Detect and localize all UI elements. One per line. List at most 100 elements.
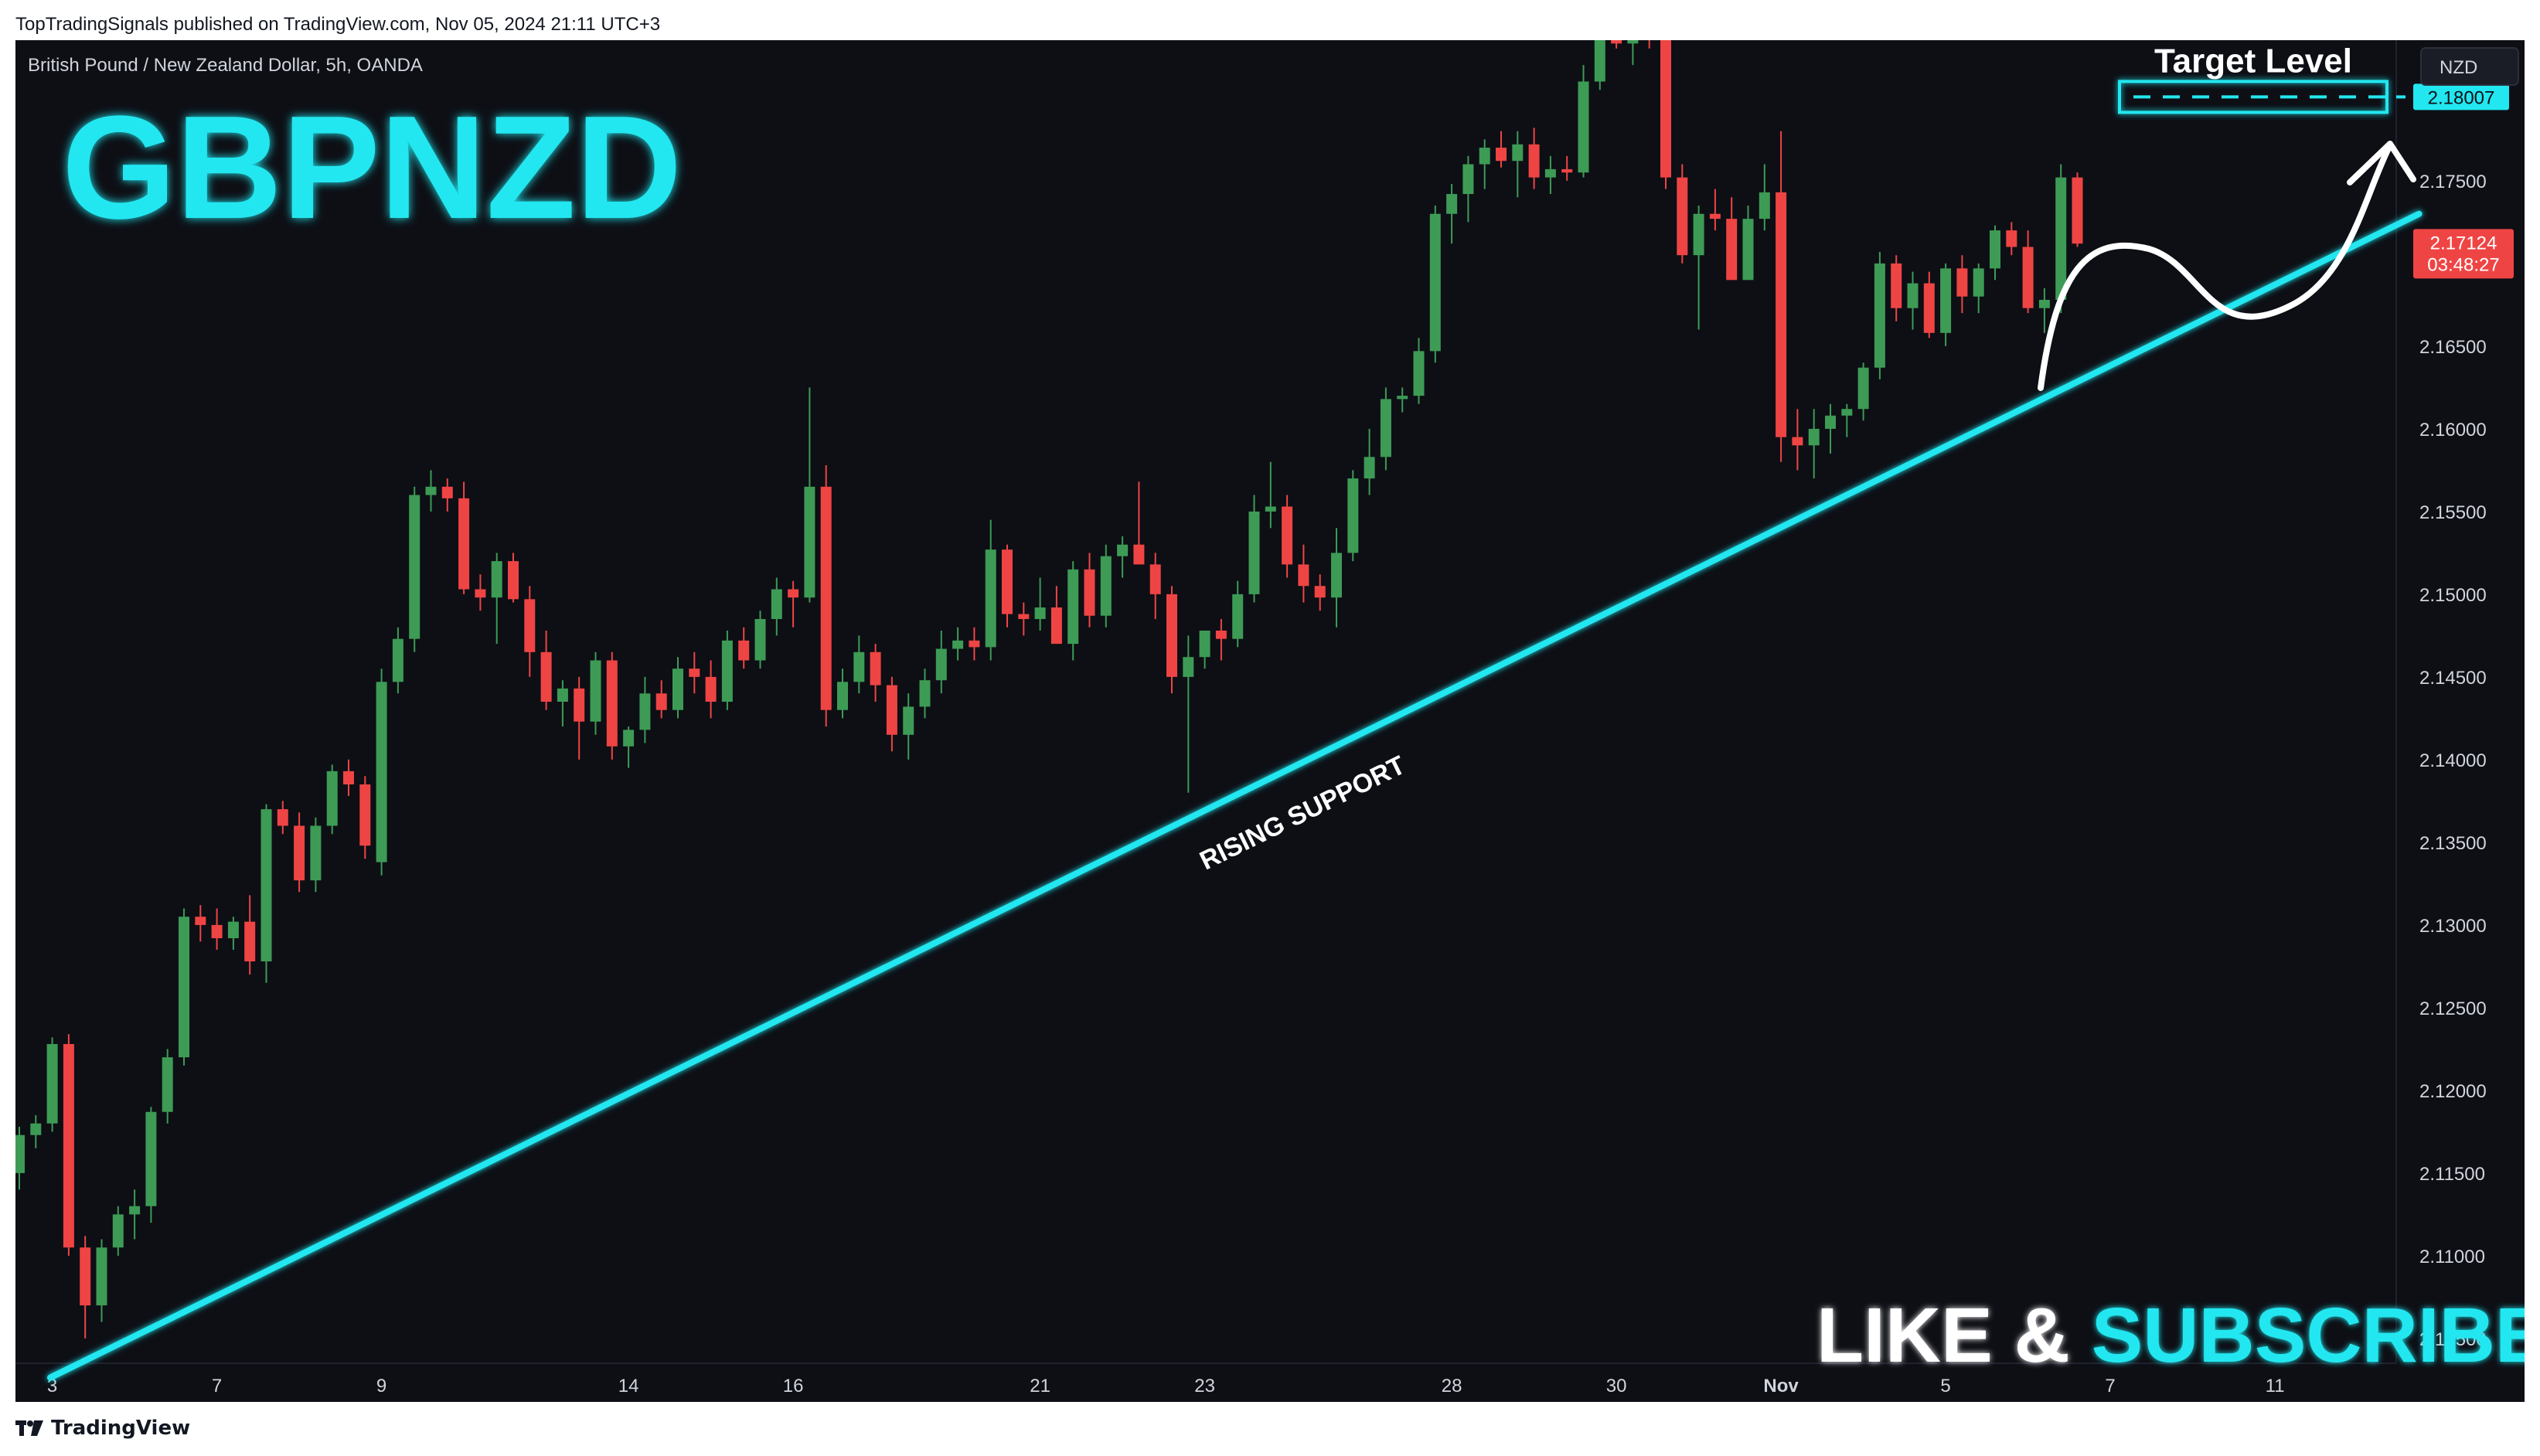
candle-body bbox=[1100, 556, 1112, 616]
candle bbox=[1380, 387, 1391, 471]
candle bbox=[1742, 206, 1754, 281]
candle-body bbox=[195, 917, 206, 925]
candle-body bbox=[853, 651, 865, 682]
candle-body bbox=[1496, 148, 1507, 162]
candle-body bbox=[112, 1214, 124, 1248]
candle bbox=[1693, 206, 1704, 330]
candle-body bbox=[1034, 607, 1046, 619]
candle bbox=[1050, 586, 1062, 645]
tradingview-logo-text: TradingView bbox=[51, 1417, 191, 1440]
projection-arrow-head bbox=[2347, 141, 2416, 185]
price-tick-label: 2.10500 bbox=[2419, 1329, 2487, 1350]
candle-body bbox=[1314, 586, 1326, 598]
candle-body bbox=[623, 730, 635, 747]
price-axis[interactable]: 2.17500 2.16500 2.16000 2.15500 2.15000 2.145… bbox=[2413, 83, 2514, 1350]
candle bbox=[475, 574, 486, 611]
candle-body bbox=[1512, 144, 1524, 162]
candle-body bbox=[1677, 177, 1688, 256]
candle bbox=[2038, 288, 2050, 333]
candle bbox=[606, 651, 618, 760]
candle bbox=[1215, 619, 1227, 661]
candle-body bbox=[15, 1135, 25, 1173]
time-tick-label: Nov bbox=[1763, 1376, 1799, 1396]
candle bbox=[30, 1115, 42, 1148]
candle-body bbox=[639, 693, 651, 730]
price-tick-label: 2.11000 bbox=[2419, 1247, 2485, 1267]
candle-body bbox=[1956, 268, 1968, 297]
candle-body bbox=[1347, 478, 1359, 553]
candle-body bbox=[1149, 564, 1161, 594]
candle bbox=[1759, 164, 1770, 231]
candle-body bbox=[837, 682, 848, 710]
candle bbox=[63, 1034, 74, 1256]
candle-body bbox=[1561, 168, 1573, 173]
candle bbox=[1166, 586, 1177, 694]
candle-body bbox=[820, 486, 832, 710]
candle bbox=[952, 627, 964, 661]
candle-body bbox=[1429, 213, 1441, 352]
candle bbox=[1973, 263, 1984, 314]
candle bbox=[1199, 630, 1210, 669]
candle-body bbox=[1528, 144, 1540, 178]
candle-body bbox=[738, 640, 750, 661]
candle-body bbox=[1282, 506, 1293, 565]
candle-body bbox=[63, 1043, 74, 1248]
candle bbox=[524, 586, 536, 677]
candle-body bbox=[441, 486, 453, 498]
candle-body bbox=[1002, 549, 1013, 614]
candle bbox=[919, 668, 931, 719]
candle bbox=[969, 627, 980, 661]
time-tick-label: 28 bbox=[1442, 1376, 1462, 1396]
candle bbox=[2072, 172, 2083, 247]
candle bbox=[1808, 409, 1820, 479]
candle bbox=[211, 908, 223, 950]
candle bbox=[1528, 128, 1540, 189]
candle-body bbox=[1183, 657, 1194, 677]
target-level-label: Target Level bbox=[2154, 42, 2352, 80]
target-price-tag-label: 2.18007 bbox=[2428, 87, 2495, 108]
candle bbox=[244, 895, 256, 975]
candle-body bbox=[771, 589, 782, 619]
candle bbox=[1298, 544, 1309, 603]
candle-body bbox=[985, 549, 996, 648]
candle-body bbox=[359, 784, 371, 846]
candle bbox=[1314, 574, 1326, 611]
candle bbox=[1496, 131, 1507, 168]
candle bbox=[1709, 189, 1721, 231]
candle-body bbox=[1857, 367, 1869, 410]
target-price-tag-bg bbox=[2413, 83, 2509, 111]
candle bbox=[853, 635, 865, 694]
candle-body bbox=[574, 688, 585, 722]
candle bbox=[1512, 131, 1524, 198]
candle bbox=[1594, 40, 1605, 90]
candle-body bbox=[80, 1247, 91, 1306]
candle bbox=[985, 519, 996, 661]
candle bbox=[2006, 222, 2017, 256]
candle bbox=[788, 580, 799, 628]
currency-button[interactable]: NZD bbox=[2420, 47, 2519, 86]
candle-body bbox=[1084, 569, 1095, 616]
candle-body bbox=[1923, 283, 1935, 333]
candle-body bbox=[590, 660, 601, 722]
candle-body bbox=[343, 771, 354, 784]
candle-body bbox=[1413, 351, 1425, 396]
candle-body bbox=[376, 682, 387, 862]
chart-svg[interactable]: 2.17500 2.16500 2.16000 2.15500 2.15000 2.145… bbox=[15, 40, 2525, 1402]
target-price-tag: 2.18007 bbox=[2413, 83, 2509, 111]
tradingview-footer[interactable]: TradingView bbox=[15, 1413, 190, 1444]
candle-body bbox=[969, 640, 980, 648]
candle bbox=[1990, 225, 2000, 281]
candle-body bbox=[1973, 268, 1984, 297]
candle-body bbox=[310, 825, 322, 881]
candle-body bbox=[1331, 553, 1342, 598]
candle-body bbox=[524, 599, 536, 652]
candle-body bbox=[162, 1057, 173, 1112]
candle bbox=[277, 801, 288, 835]
chart-background bbox=[15, 40, 2525, 1402]
chart-frame[interactable]: 2.17500 2.16500 2.16000 2.15500 2.15000 2.145… bbox=[15, 40, 2525, 1402]
time-axis[interactable]: 3 7 9 14 16 21 23 28 30 Nov 5 7 11 bbox=[15, 40, 2397, 1396]
candle-body bbox=[1594, 40, 1605, 82]
candle bbox=[1825, 403, 1836, 454]
candle bbox=[1923, 271, 1935, 338]
currency-button-bg bbox=[2420, 47, 2519, 86]
